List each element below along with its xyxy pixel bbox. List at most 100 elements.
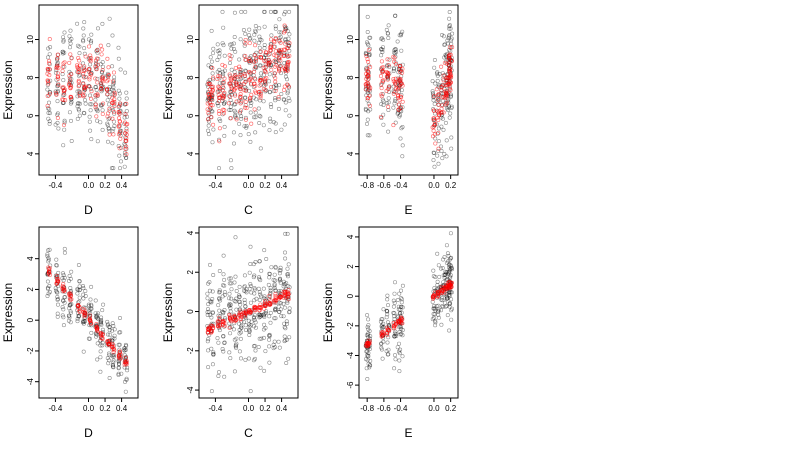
observed-point [228,60,233,65]
fitted-point [82,314,87,319]
observed-point [227,321,232,326]
fitted-point [261,65,266,70]
observed-point [287,310,292,315]
observed-point [246,356,251,361]
observed-point [234,296,239,301]
observed-point [267,314,272,319]
fitted-point [256,90,261,95]
observed-point [220,294,225,299]
fitted-point [435,294,440,299]
observed-point [435,279,440,284]
observed-point [283,9,288,14]
observed-point [287,306,292,311]
observed-point [449,41,454,46]
fitted-point [47,37,52,42]
observed-point [205,339,210,344]
observed-point [365,29,370,34]
observed-point [444,106,449,111]
observed-point [98,369,103,374]
observed-point [441,34,446,39]
observed-point [253,348,258,353]
fitted-point [448,67,453,72]
y-tick-label: 8 [346,75,355,80]
observed-point [257,315,262,320]
observed-point [385,303,390,308]
observed-point [89,38,94,43]
observed-point [62,250,67,255]
observed-point [46,106,51,111]
fitted-point [278,58,283,63]
fitted-point [220,96,226,101]
fitted-point [118,101,123,106]
observed-point [363,51,368,56]
observed-point [206,307,211,312]
fitted-point [444,61,449,66]
observed-point [379,36,384,41]
observed-point [258,63,263,68]
fitted-point [365,57,370,62]
observed-point [283,108,288,113]
fitted-point [216,93,221,98]
fitted-point [285,54,290,59]
x-tick-label: -0.4 [49,404,63,413]
fitted-point [53,90,59,95]
fitted-point [448,74,453,79]
fitted-point [222,64,227,69]
observed-point [88,93,93,98]
observed-point [124,343,129,348]
fitted-point [431,124,436,129]
observed-point [430,317,435,322]
fitted-point [217,111,222,116]
observed-point [267,90,272,95]
observed-point [267,72,272,77]
observed-point [206,63,211,68]
observed-point [217,288,222,293]
observed-point [60,49,65,54]
observed-point [237,294,242,299]
fitted-point [238,312,243,317]
fitted-point [391,77,396,82]
observed-point [273,265,278,270]
observed-point [262,322,267,327]
observed-point [432,101,437,106]
fitted-point [205,101,210,106]
fitted-point [238,72,243,77]
observed-point [439,124,444,129]
fitted-point [222,76,227,81]
observed-point [252,343,257,348]
observed-point [105,322,110,327]
observed-point [46,248,51,253]
observed-point [448,26,453,31]
observed-point [95,316,100,321]
observed-point [67,313,72,318]
observed-point [117,330,122,335]
fitted-point [266,52,271,57]
observed-point [397,33,402,38]
observed-point [107,102,112,107]
observed-point [242,124,247,129]
fitted-point [95,56,100,61]
observed-point [385,312,390,317]
observed-point [222,277,227,282]
observed-point [247,329,252,334]
observed-point [118,315,123,320]
observed-point [83,319,88,324]
observed-point [447,292,452,297]
fitted-point [233,65,238,71]
fitted-point [273,291,278,296]
observed-point [75,319,80,324]
fitted-point [216,74,221,79]
observed-point [253,313,258,318]
fitted-point [253,83,258,89]
fitted-point [365,69,370,74]
fitted-point [110,116,115,121]
observed-point [432,286,437,291]
observed-point [399,126,404,131]
observed-point [366,354,371,359]
fitted-point [69,297,74,302]
fitted-point [94,325,99,330]
observed-point [258,89,263,94]
fitted-point [267,302,272,307]
observed-point [209,299,214,304]
